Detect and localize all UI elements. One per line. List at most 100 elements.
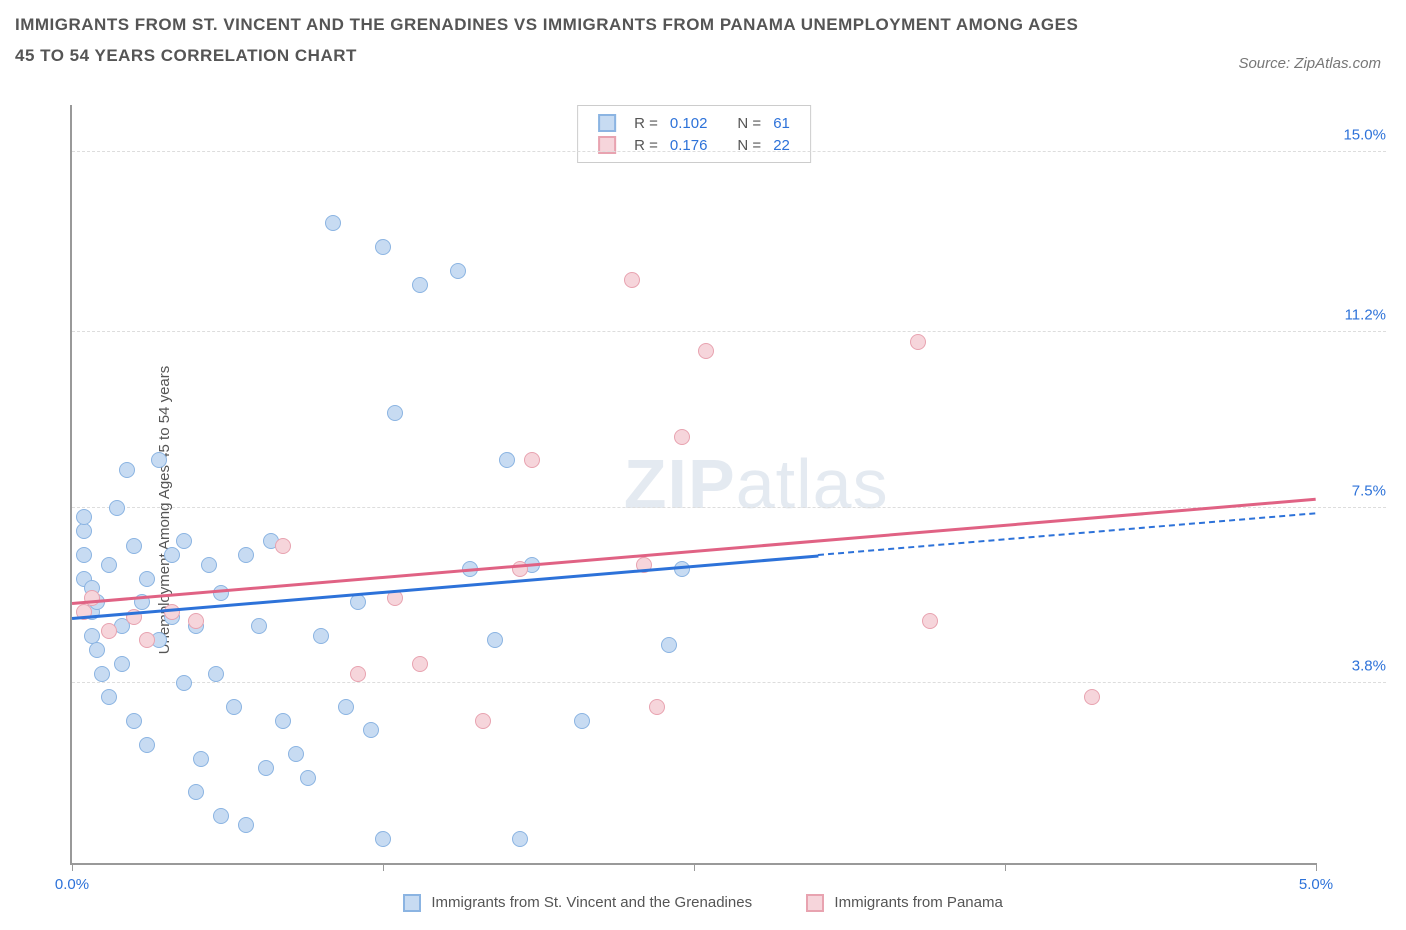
data-point <box>176 675 192 691</box>
legend-label-2: Immigrants from Panama <box>834 894 1002 911</box>
data-point <box>512 831 528 847</box>
chart-title: IMMIGRANTS FROM ST. VINCENT AND THE GREN… <box>15 10 1095 71</box>
data-point <box>201 557 217 573</box>
data-point <box>208 666 224 682</box>
legend-item-2: Immigrants from Panama <box>806 894 1003 912</box>
data-point <box>624 272 640 288</box>
data-point <box>188 613 204 629</box>
data-point <box>114 656 130 672</box>
stats-row-series-2: R = 0.176 N = 22 <box>592 134 796 156</box>
data-point <box>487 632 503 648</box>
n-value-1: 61 <box>767 112 796 134</box>
data-point <box>109 500 125 516</box>
data-point <box>350 594 366 610</box>
data-point <box>76 523 92 539</box>
y-tick-label: 15.0% <box>1326 127 1386 144</box>
data-point <box>164 604 180 620</box>
stats-legend: R = 0.102 N = 61 R = 0.176 N = 22 <box>577 105 811 163</box>
data-point <box>119 462 135 478</box>
data-point <box>412 277 428 293</box>
r-label: R = <box>628 134 664 156</box>
data-point <box>574 713 590 729</box>
data-point <box>126 713 142 729</box>
data-point <box>313 628 329 644</box>
trend-line <box>72 554 819 619</box>
x-tick <box>383 863 384 871</box>
data-point <box>325 215 341 231</box>
data-point <box>213 808 229 824</box>
watermark: ZIPatlas <box>624 444 889 524</box>
legend-label-1: Immigrants from St. Vincent and the Gren… <box>431 894 752 911</box>
data-point <box>238 817 254 833</box>
n-value-2: 22 <box>767 134 796 156</box>
data-point <box>238 547 254 563</box>
r-label: R = <box>628 112 664 134</box>
y-tick-label: 11.2% <box>1326 307 1386 324</box>
data-point <box>524 452 540 468</box>
swatch-series-1 <box>403 894 421 912</box>
data-point <box>387 405 403 421</box>
data-point <box>139 571 155 587</box>
r-value-1: 0.102 <box>664 112 714 134</box>
swatch-series-2 <box>806 894 824 912</box>
data-point <box>94 666 110 682</box>
data-point <box>375 239 391 255</box>
x-tick <box>694 863 695 871</box>
y-tick-label: 7.5% <box>1326 482 1386 499</box>
data-point <box>338 699 354 715</box>
data-point <box>101 689 117 705</box>
r-value-2: 0.176 <box>664 134 714 156</box>
data-point <box>176 533 192 549</box>
x-tick-label: 0.0% <box>55 876 89 893</box>
data-point <box>164 547 180 563</box>
data-point <box>375 831 391 847</box>
data-point <box>213 585 229 601</box>
data-point <box>350 666 366 682</box>
x-tick-label: 5.0% <box>1299 876 1333 893</box>
data-point <box>698 343 714 359</box>
data-point <box>674 429 690 445</box>
data-point <box>126 538 142 554</box>
data-point <box>412 656 428 672</box>
data-point <box>363 722 379 738</box>
watermark-light: atlas <box>736 445 889 523</box>
n-label: N = <box>731 134 767 156</box>
data-point <box>89 642 105 658</box>
data-point <box>649 699 665 715</box>
data-point <box>288 746 304 762</box>
y-tick-label: 3.8% <box>1326 657 1386 674</box>
chart-container: Unemployment Among Ages 45 to 54 years Z… <box>10 100 1396 920</box>
data-point <box>661 637 677 653</box>
data-point <box>258 760 274 776</box>
data-point <box>76 509 92 525</box>
x-tick <box>72 863 73 871</box>
legend-item-1: Immigrants from St. Vincent and the Gren… <box>403 894 752 912</box>
data-point <box>139 632 155 648</box>
data-point <box>76 547 92 563</box>
data-point <box>101 623 117 639</box>
data-point <box>450 263 466 279</box>
source-label: Source: ZipAtlas.com <box>1238 55 1381 72</box>
data-point <box>275 538 291 554</box>
trend-line <box>72 498 1316 605</box>
data-point <box>226 699 242 715</box>
gridline <box>72 331 1386 332</box>
x-tick <box>1005 863 1006 871</box>
data-point <box>674 561 690 577</box>
data-point <box>275 713 291 729</box>
gridline <box>72 151 1386 152</box>
data-point <box>922 613 938 629</box>
data-point <box>101 557 117 573</box>
data-point <box>475 713 491 729</box>
data-point <box>910 334 926 350</box>
data-point <box>151 452 167 468</box>
bottom-legend: Immigrants from St. Vincent and the Gren… <box>10 894 1396 912</box>
data-point <box>499 452 515 468</box>
data-point <box>251 618 267 634</box>
gridline <box>72 682 1386 683</box>
swatch-series-1 <box>598 114 616 132</box>
data-point <box>1084 689 1100 705</box>
watermark-bold: ZIP <box>624 445 736 523</box>
data-point <box>188 784 204 800</box>
plot-area: ZIPatlas R = 0.102 N = 61 R = 0.176 N = <box>70 105 1316 865</box>
